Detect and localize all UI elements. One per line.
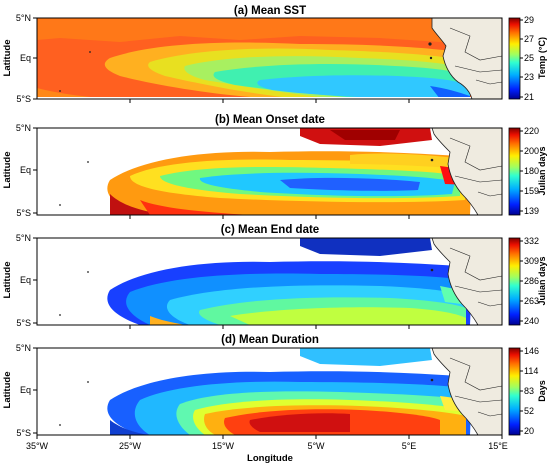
colorbar-tick: 114	[524, 366, 538, 376]
panel-title: (d) Mean Duration	[221, 334, 319, 346]
x-axis: 35°W 25°W 15°W 5°W 5°E 15°E Longitude	[26, 435, 508, 464]
colorbar-tick: 146	[524, 346, 539, 356]
colorbar-tick: 20	[524, 426, 534, 436]
colorbar-label: Julian days	[537, 146, 547, 195]
colorbar-label: Julian days	[537, 256, 547, 305]
panel-title: (c) Mean End date	[221, 224, 319, 236]
colorbar-tick: 159	[524, 186, 539, 196]
panel-title: (b) Mean Onset date	[215, 114, 325, 126]
y-tick-label: Eq	[20, 385, 31, 395]
panel-b: (b) Mean Onset date	[2, 114, 547, 219]
x-axis-label: Longitude	[247, 453, 293, 464]
x-tick-label: 5°W	[307, 441, 325, 451]
colorbar-tick: 23	[524, 72, 534, 82]
y-axis-label: Latitude	[2, 262, 13, 299]
colorbar-tick: 180	[524, 166, 539, 176]
panel-title: (a) Mean SST	[234, 5, 306, 17]
y-tick-label: 5°S	[16, 428, 31, 438]
y-axis-label: Latitude	[2, 40, 13, 77]
map-field	[37, 238, 502, 325]
land	[59, 237, 503, 326]
colorbar-tick: 52	[524, 406, 534, 416]
x-ticks	[129, 99, 410, 103]
x-tick-label: 35°W	[26, 441, 49, 451]
y-tick-label: Eq	[20, 275, 31, 285]
x-tick-label: 15°E	[488, 441, 508, 451]
colorbar-tick: 21	[524, 92, 534, 102]
y-tick-label: 5°S	[16, 318, 31, 328]
colorbar: 220 200 180 159 139 Julian days	[508, 126, 547, 216]
colorbar-tick: 83	[524, 386, 534, 396]
colorbar: 332 309 286 263 240 Julian days	[508, 236, 547, 326]
land	[59, 347, 503, 436]
land	[59, 17, 503, 100]
colorbar-tick: 286	[524, 276, 539, 286]
colorbar-tick: 29	[524, 15, 534, 25]
y-tick-label: 5°N	[16, 123, 31, 133]
y-tick-label: Eq	[20, 53, 31, 63]
y-axis: 5°N Eq 5°S Latitude	[2, 13, 37, 104]
y-axis-label: Latitude	[2, 372, 13, 409]
panel-a: (a) Mean SST 5°N E	[2, 5, 547, 104]
colorbar-tick: 220	[524, 126, 539, 136]
y-tick-label: 5°S	[16, 208, 31, 218]
y-axis: 5°N Eq 5°S Latitude	[2, 123, 37, 218]
map-field	[37, 128, 502, 215]
colorbar-tick: 25	[524, 53, 534, 63]
colorbar-tick: 139	[524, 206, 539, 216]
colorbar-label: Days	[537, 380, 547, 402]
panel-d: (d) Mean Duration	[2, 334, 547, 464]
y-tick-label: 5°N	[16, 13, 31, 23]
x-tick-label: 15°W	[212, 441, 235, 451]
y-tick-label: 5°S	[16, 94, 31, 104]
y-tick-label: Eq	[20, 165, 31, 175]
x-ticks	[129, 325, 410, 329]
colorbar-tick: 309	[524, 256, 539, 266]
x-tick-label: 5°E	[402, 441, 417, 451]
map-field	[37, 348, 502, 435]
map-field	[37, 18, 502, 97]
colorbar: 29 27 25 23 21 Temp (°C)	[508, 15, 547, 102]
y-tick-label: 5°N	[16, 343, 31, 353]
colorbar-tick: 263	[524, 296, 539, 306]
land	[59, 127, 503, 216]
colorbar-tick: 332	[524, 236, 539, 246]
panel-c: (c) Mean End date 5°N Eq	[2, 224, 547, 329]
colorbar-tick: 27	[524, 34, 534, 44]
colorbar-label: Temp (°C)	[537, 37, 547, 79]
colorbar-tick: 240	[524, 316, 539, 326]
colorbar-tick: 200	[524, 146, 539, 156]
y-axis: 5°N Eq 5°S Latitude	[2, 343, 37, 438]
y-axis-label: Latitude	[2, 152, 13, 189]
y-axis: 5°N Eq 5°S Latitude	[2, 233, 37, 328]
colorbar: 146 114 83 52 20 Days	[508, 346, 547, 436]
x-ticks	[129, 215, 410, 219]
y-tick-label: 5°N	[16, 233, 31, 243]
x-tick-label: 25°W	[119, 441, 142, 451]
